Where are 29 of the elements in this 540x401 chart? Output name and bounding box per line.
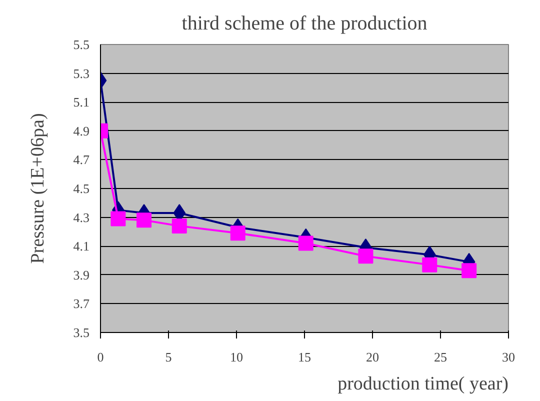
y-tick-label: 5.3 [73, 66, 90, 81]
y-axis-title: Pressure (1E+06pa) [27, 113, 48, 264]
y-tick-label: 4.9 [73, 123, 90, 138]
x-tick-label: 5 [165, 350, 172, 364]
point [136, 212, 152, 228]
y-tick-label: 3.5 [73, 325, 90, 340]
x-tick-label: 20 [366, 350, 379, 364]
x-tick-label: 10 [230, 350, 243, 364]
y-tick-label: 4.7 [73, 152, 90, 168]
y-tick-label: 4.3 [73, 210, 90, 225]
x-tick-label: 25 [434, 350, 447, 364]
point [298, 236, 314, 251]
x-tick-label: 30 [502, 350, 515, 364]
y-tick-label: 3.7 [73, 296, 90, 312]
x-axis-title: production time( year) [338, 374, 508, 394]
point [358, 248, 374, 264]
y-tick-label: 4.5 [73, 181, 90, 196]
point [462, 263, 477, 278]
x-tick-label: 15 [298, 350, 311, 364]
point [172, 218, 187, 234]
point [230, 226, 246, 241]
point [110, 211, 126, 226]
point [422, 257, 438, 272]
y-tick-label: 5.1 [73, 94, 90, 110]
y-tick-label: 4.1 [73, 238, 90, 254]
y-tick-label: 3.9 [73, 267, 90, 282]
x-tick-label: 0 [97, 350, 104, 364]
y-tick-label: 5.5 [73, 37, 90, 52]
chart-title: third scheme of the production [182, 12, 428, 34]
